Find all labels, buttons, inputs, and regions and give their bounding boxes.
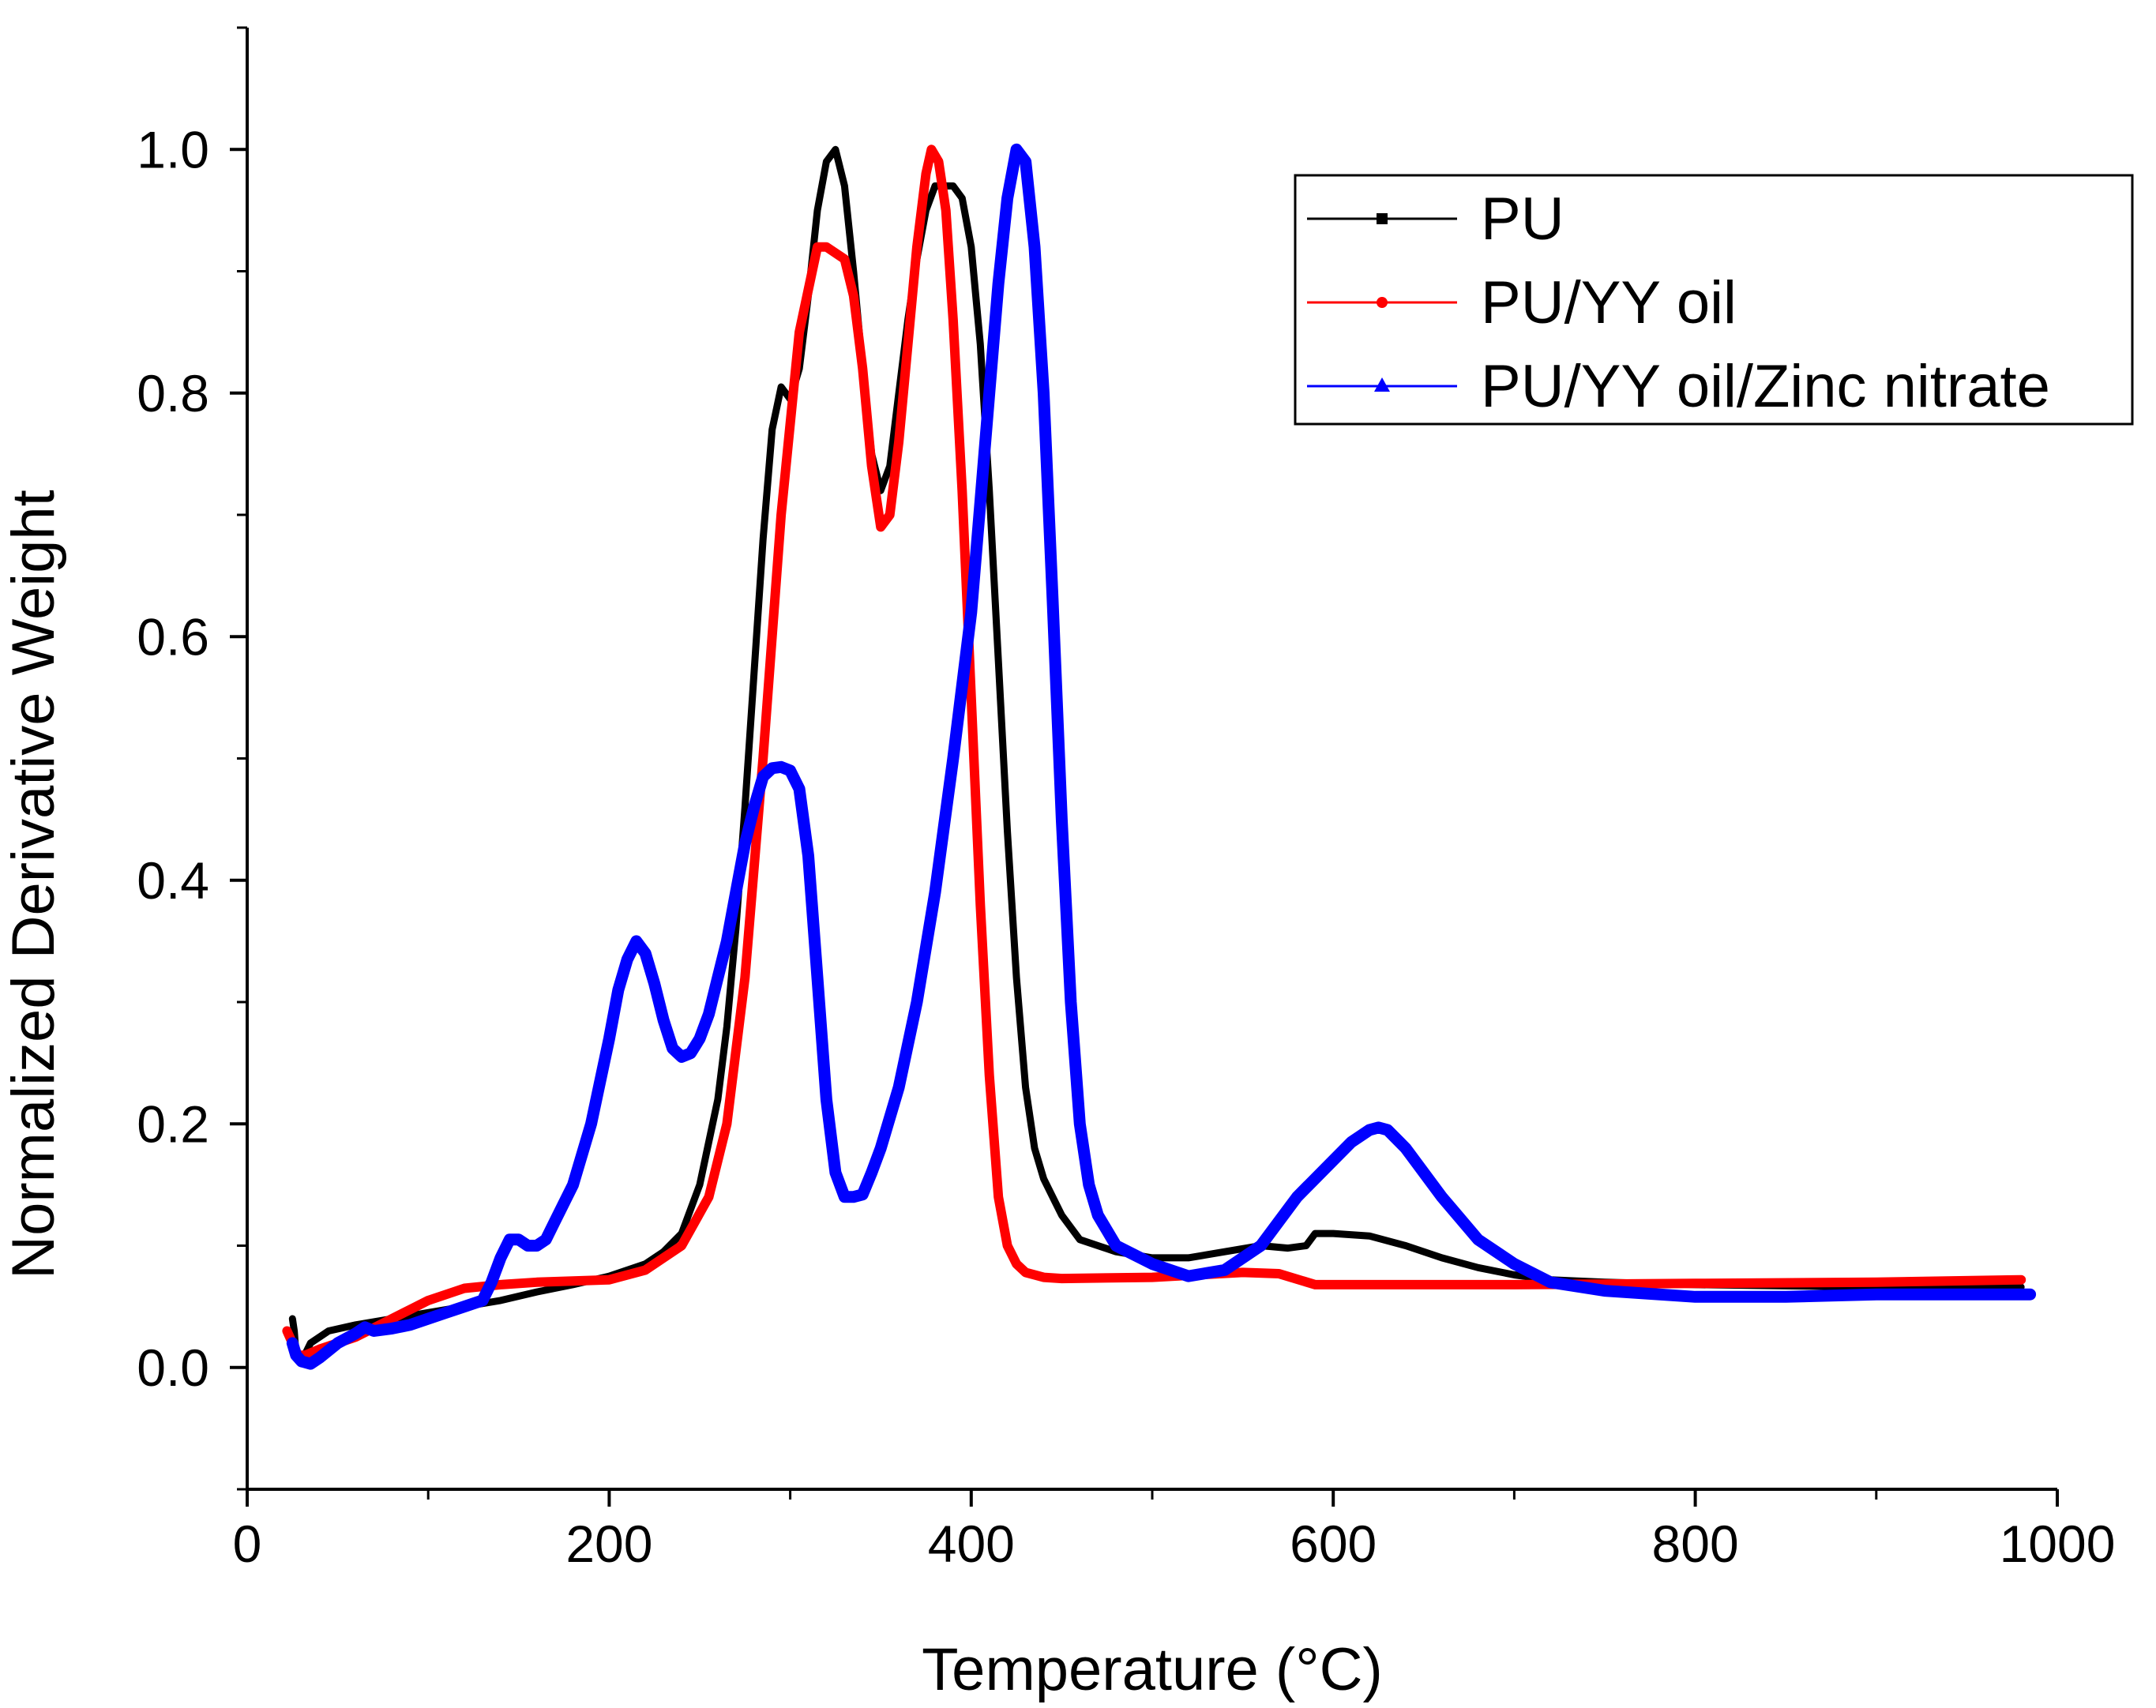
- legend-marker-pu-yy-oil-zinc: [1374, 377, 1390, 392]
- ticks-layer: [230, 26, 2059, 1507]
- legend-marker-pu-yy-oil: [1377, 297, 1388, 308]
- y-tick-label: 0.8: [137, 364, 209, 422]
- y-axis-title: Normalized Derivative Weight: [0, 490, 67, 1279]
- y-tick-label: 1.0: [137, 120, 209, 178]
- legend-marker-pu: [1377, 213, 1388, 224]
- legend-label-pu: PU: [1481, 186, 1564, 253]
- y-tick-label: 0.4: [137, 851, 209, 910]
- x-tick-label: 600: [1290, 1515, 1377, 1573]
- y-tick-label: 0.6: [137, 607, 209, 666]
- legend-label-pu-yy-oil: PU/YY oil: [1481, 269, 1737, 336]
- series-line-pu-yy-oil: [282, 145, 2026, 1361]
- series-line-pu-yy-oil-zinc: [286, 143, 2037, 1370]
- x-tick-label: 400: [928, 1515, 1015, 1573]
- series-layer: [282, 143, 2037, 1370]
- x-tick-label: 0: [233, 1515, 262, 1573]
- x-tick-label: 1000: [2000, 1515, 2116, 1573]
- y-tick-label: 0.2: [137, 1094, 209, 1153]
- tick-labels-layer: 0 200 400 600 800 1000 0.0 0.2 0.4 0.6 0.8 1.0: [137, 120, 2115, 1573]
- x-axis-title: Temperature (°C): [922, 1636, 1383, 1703]
- x-tick-label: 200: [565, 1515, 652, 1573]
- x-tick-label: 800: [1652, 1515, 1739, 1573]
- y-tick-label: 0.0: [137, 1338, 209, 1397]
- legend: PU PU/YY oil PU/YY oil/Zinc nitrate: [1294, 174, 2134, 426]
- legend-label-pu-yy-oil-zinc: PU/YY oil/Zinc nitrate: [1481, 353, 2050, 420]
- legend-box: [1294, 174, 2134, 426]
